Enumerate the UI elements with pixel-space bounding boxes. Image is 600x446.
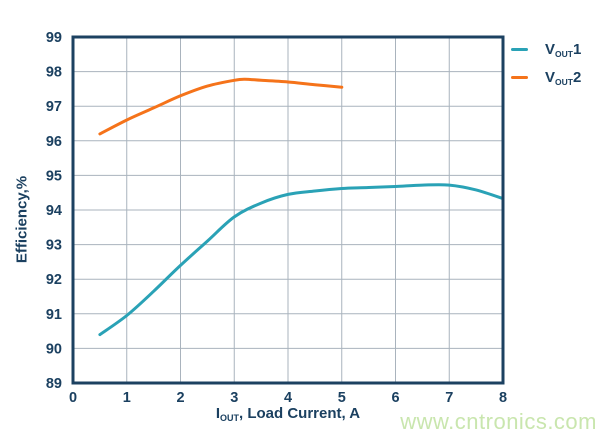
- y-tick-label: 97: [46, 99, 62, 115]
- series-line-vout1: [98, 183, 505, 337]
- y-tick-label: 93: [46, 238, 62, 254]
- x-tick-label: 8: [499, 390, 507, 406]
- y-axis-title: Efficiency,%: [13, 175, 31, 264]
- y-tick-label: 91: [46, 307, 62, 323]
- watermark: www.cntronics.com: [400, 409, 597, 434]
- legend-label-subscript: OUT: [555, 48, 573, 59]
- y-tick-label: 89: [46, 376, 62, 392]
- legend-swatch-vout1-line: [511, 47, 528, 51]
- legend-item-vout2: VOUT2: [511, 63, 581, 91]
- legend-label-vout2: VOUT2: [545, 68, 582, 87]
- x-axis-title-subscript: OUT: [220, 413, 240, 423]
- plot-border: [71, 35, 505, 385]
- legend-label-symbol: V: [545, 68, 556, 86]
- x-tick-label: 4: [284, 390, 292, 406]
- x-axis-title-text: , Load Current, A: [239, 405, 361, 422]
- y-tick-label: 98: [46, 65, 62, 81]
- x-tick-label: 7: [445, 390, 453, 406]
- y-tick-label: 99: [46, 30, 62, 46]
- x-tick-label: 0: [69, 390, 77, 406]
- legend-label-symbol: V: [545, 40, 556, 58]
- x-tick-label: 6: [391, 390, 399, 406]
- x-tick-label: 2: [176, 390, 184, 406]
- y-tick-label: 90: [46, 341, 62, 357]
- y-tick-label: 96: [46, 134, 62, 150]
- legend-item-vout1: VOUT1: [511, 35, 581, 63]
- legend-label-suffix: 1: [572, 40, 582, 58]
- legend-label-suffix: 2: [572, 68, 582, 86]
- x-tick-label: 3: [230, 390, 238, 406]
- series-line-vout2: [98, 77, 344, 136]
- legend-swatch-vout2-line: [511, 75, 528, 79]
- x-tick-label: 5: [338, 390, 346, 406]
- legend-label-subscript: OUT: [555, 76, 573, 87]
- x-axis-title-symbol: I: [215, 405, 221, 422]
- y-tick-label: 94: [46, 203, 62, 219]
- legend-label-vout1: VOUT1: [545, 40, 582, 59]
- x-axis-title: IOUT, Load Current, A: [73, 405, 503, 423]
- y-tick-label: 95: [46, 168, 62, 184]
- legend: VOUT1 VOUT2: [511, 35, 581, 91]
- x-tick-label: 1: [123, 390, 131, 406]
- y-tick-label: 92: [46, 272, 62, 288]
